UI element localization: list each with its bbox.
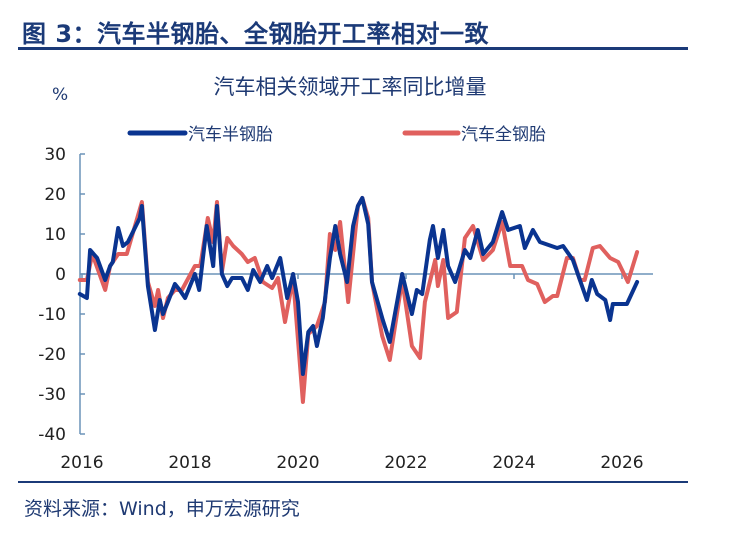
legend-label-semi-steel: 汽车半钢胎 <box>188 125 273 145</box>
series-line-all-steel <box>77 196 640 404</box>
x-tick-label: 2018 <box>168 453 211 473</box>
y-tick-label: 30 <box>44 145 66 165</box>
series-line-semi-steel <box>77 196 640 376</box>
x-tick-label: 2016 <box>60 453 103 473</box>
y-axis-unit: % <box>52 85 68 105</box>
legend-label-all-steel: 汽车全钢胎 <box>461 125 546 145</box>
figure-title: 图 3：汽车半钢胎、全钢胎开工率相对一致 <box>22 20 490 48</box>
title-rule <box>18 47 688 50</box>
y-tick-label: -30 <box>38 385 66 405</box>
y-tick-label: -20 <box>38 345 66 365</box>
chart-title: 汽车相关领域开工率同比增量 <box>214 75 487 99</box>
x-tick-label: 2020 <box>276 453 319 473</box>
y-tick-label: 0 <box>55 265 66 285</box>
source-rule <box>18 481 688 483</box>
legend: 汽车半钢胎 汽车全钢胎 <box>127 125 546 145</box>
y-tick-label: -40 <box>38 425 66 445</box>
y-tick-label: 10 <box>44 225 66 245</box>
x-tick-label: 2024 <box>492 453 535 473</box>
x-tick-label: 2022 <box>384 453 427 473</box>
x-tick-label: 2026 <box>600 453 643 473</box>
y-tick-label: 20 <box>44 185 66 205</box>
y-tick-label: -10 <box>38 305 66 325</box>
source-note: 资料来源：Wind，申万宏源研究 <box>24 498 300 520</box>
